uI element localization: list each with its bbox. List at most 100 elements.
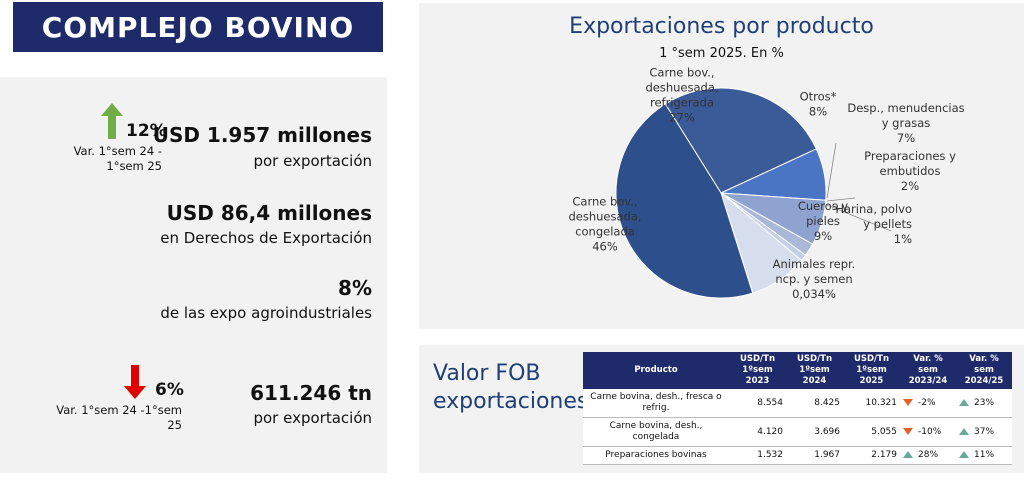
- export-growth-label-line2: 1°sem 25: [106, 159, 162, 173]
- table-row: Carne bovina, desh., congelada 4.120 3.696…: [583, 417, 1012, 447]
- pie-slice: [615, 103, 754, 299]
- fob-header-text: Var. % sem: [913, 354, 943, 375]
- fob-product-cell: Preparaciones bovinas: [583, 446, 729, 465]
- pie-label-line: 8%: [809, 105, 827, 119]
- fob-header-text: USD/Tn: [796, 354, 833, 364]
- fob-table-body: Carne bovina, desh., fresca o refrig. 8.5…: [583, 389, 1012, 465]
- pie-label-line: Desp., menudencias: [847, 101, 964, 115]
- duties-sub: en Derechos de Exportación: [160, 229, 372, 247]
- pie-label-line: refrigerada: [650, 96, 714, 110]
- fob-header-text: 1ºsem 2025: [856, 365, 887, 386]
- pie-leader-line: [826, 197, 856, 202]
- fob-header-row: Producto USD/Tn 1ºsem 2023 USD/Tn 1ºsem 2024…: [583, 352, 1012, 389]
- change-value: 11%: [974, 450, 995, 460]
- change-value: 37%: [974, 426, 995, 437]
- pie-slice-label: Carne bov., deshuesada, refrigerada 27%: [645, 66, 718, 125]
- fob-header-text: Producto: [634, 365, 678, 375]
- fob-value-2025: 5.055: [843, 417, 900, 447]
- fob-value-2023: 1.532: [729, 446, 786, 465]
- pie-label-line: deshuesada,: [645, 81, 718, 95]
- export-growth-label: Var. 1°sem 24 - 1°sem 25: [40, 144, 162, 174]
- change-value: -2%: [918, 397, 936, 408]
- volume-change-label: Var. 1°sem 24 -1°sem 25: [40, 403, 182, 433]
- fob-value-2023: 8.554: [729, 389, 786, 418]
- chart-title: Exportaciones por producto: [569, 14, 874, 39]
- pie-label-line: pieles: [806, 214, 840, 228]
- fob-header-cell: USD/Tn 1ºsem 2023: [729, 352, 786, 389]
- fob-value-2023: 4.120: [729, 417, 786, 447]
- pie-label-line: y grasas: [882, 116, 931, 130]
- fob-header-text: 2024/25: [964, 376, 1004, 386]
- pie-leader-line: [826, 142, 837, 199]
- agro-share: 8%: [338, 276, 372, 300]
- pie-label-line: 27%: [669, 111, 695, 125]
- fob-product-cell: Carne bovina, desh., fresca o refrig.: [583, 389, 729, 418]
- volume-change-pct: 6%: [155, 380, 184, 400]
- page-title: COMPLEJO BOVINO: [13, 2, 383, 52]
- pie-label-line: 0,034%: [792, 287, 836, 301]
- fob-header-text: USD/Tn: [853, 354, 890, 364]
- pie-label-line: congelada: [575, 225, 635, 239]
- pie-slice-label: Cueros y pieles 9%: [798, 199, 849, 243]
- fob-header-cell: USD/Tn 1ºsem 2024: [786, 352, 843, 389]
- pie-chart: Carne bov., deshuesada, refrigerada 27%Otro…: [568, 66, 964, 302]
- pie-slice: [664, 87, 817, 194]
- change-value: -10%: [918, 426, 942, 437]
- fob-header-text: 1ºsem 2024: [799, 365, 830, 386]
- fob-product-cell: Carne bovina, desh., congelada: [583, 417, 729, 447]
- pie-leader-line: [826, 204, 892, 232]
- fob-header-text: 1ºsem 2023: [742, 365, 773, 386]
- export-growth-pct: 12%: [126, 121, 167, 141]
- table-row: Carne bovina, desh., fresca o refrig. 8.5…: [583, 389, 1012, 418]
- fob-var-2024-25: 23%: [956, 389, 1012, 418]
- fob-title-line2: exportaciones: [433, 389, 589, 414]
- triangle-down-icon: [903, 398, 913, 406]
- pie-label-line: Cueros y: [798, 199, 849, 213]
- volume-change-label-line1: Var. 1°sem 24 -1°sem: [56, 403, 182, 417]
- fob-header-cell: Var. % sem 2023/24: [900, 352, 956, 389]
- pie-slice-label: Carne bov., deshuesada, congelada 46%: [568, 195, 641, 254]
- fob-header-text: Var. % sem: [969, 354, 999, 375]
- pie-label-line: y pellets: [863, 217, 912, 231]
- pie-label-line: Carne bov.,: [572, 195, 637, 209]
- pie-label-line: deshuesada,: [568, 210, 641, 224]
- chart-subtitle: 1 °sem 2025. En %: [659, 46, 784, 61]
- pie-slice-label: Animales repr. ncp. y semen 0,034%: [773, 257, 856, 301]
- fob-header-cell: USD/Tn 1ºsem 2025: [843, 352, 900, 389]
- fob-var-2023-24: 28%: [900, 446, 956, 465]
- fob-var-2023-24: -2%: [900, 389, 956, 418]
- table-row: Preparaciones bovinas 1.532 1.967 2.179 28% 1…: [583, 446, 1012, 465]
- pie-label-line: 9%: [814, 229, 832, 243]
- pie-label-line: Preparaciones y: [864, 149, 956, 163]
- volume-value: 611.246 tn: [250, 381, 372, 405]
- triangle-down-icon: [903, 427, 913, 435]
- volume-change-label-line2: 25: [167, 418, 182, 432]
- pie-slice-label: Preparaciones y embutidos 2%: [864, 149, 956, 193]
- export-value: USD 1.957 millones: [152, 123, 372, 147]
- volume-sub: por exportación: [253, 409, 372, 427]
- fob-header-cell: Var. % sem 2024/25: [956, 352, 1012, 389]
- fob-title-line1: Valor FOB: [433, 361, 541, 386]
- fob-value-2025: 2.179: [843, 446, 900, 465]
- triangle-up-icon: [959, 451, 969, 458]
- arrow-down-icon: [124, 365, 146, 399]
- fob-value-2025: 10.321: [843, 389, 900, 418]
- arrow-up-icon: [101, 103, 123, 139]
- pie-label-line: ncp. y semen: [775, 272, 852, 286]
- pie-label-line: Otros*: [800, 90, 837, 104]
- pie-label-line: 2%: [901, 179, 919, 193]
- pie-slice-label: Desp., menudencias y grasas 7%: [847, 101, 964, 145]
- pie-label-line: embutidos: [880, 164, 941, 178]
- kpi-panel: [0, 77, 387, 473]
- duties-value: USD 86,4 millones: [166, 201, 372, 225]
- export-value-sub: por exportación: [253, 152, 372, 170]
- pie-slice-label: Otros* 8%: [800, 90, 837, 119]
- fob-value-2024: 3.696: [786, 417, 843, 447]
- change-value: 23%: [974, 397, 995, 408]
- fob-value-2024: 8.425: [786, 389, 843, 418]
- pie-label-line: 1%: [894, 232, 912, 246]
- fob-var-2024-25: 37%: [956, 417, 1012, 447]
- pie-label-line: Carne bov.,: [649, 66, 714, 80]
- pie-slice-label: Harina, polvo y pellets 1%: [835, 202, 912, 246]
- fob-var-2023-24: -10%: [900, 417, 956, 447]
